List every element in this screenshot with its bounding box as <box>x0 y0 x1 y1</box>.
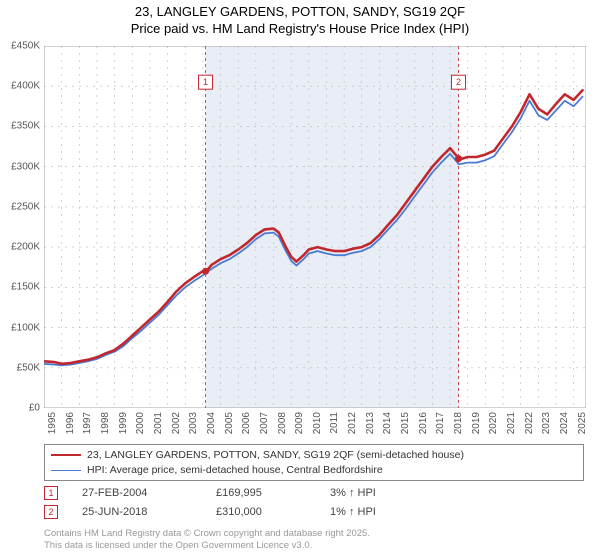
x-tick-label: 2016 <box>418 412 429 434</box>
x-tick-label: 2023 <box>541 412 552 434</box>
x-tick-label: 2009 <box>294 412 305 434</box>
x-tick-label: 2020 <box>488 412 499 434</box>
x-tick-label: 2007 <box>259 412 270 434</box>
x-tick-label: 2017 <box>435 412 446 434</box>
title-line-1: 23, LANGLEY GARDENS, POTTON, SANDY, SG19… <box>10 4 590 21</box>
marker-id-box: 1 <box>44 486 58 500</box>
x-tick-label: 1996 <box>65 412 76 434</box>
marker-delta: 3% ↑ HPI <box>330 484 450 503</box>
x-tick-label: 2013 <box>365 412 376 434</box>
marker-price: £169,995 <box>216 484 306 503</box>
x-tick-label: 2008 <box>277 412 288 434</box>
x-tick-label: 2000 <box>135 412 146 434</box>
x-tick-label: 2001 <box>153 412 164 434</box>
y-axis: £0£50K£100K£150K£200K£250K£300K£350K£400… <box>0 46 42 408</box>
y-tick-label: £400K <box>0 81 40 92</box>
attribution-line-2: This data is licensed under the Open Gov… <box>44 540 584 552</box>
attribution: Contains HM Land Registry data © Crown c… <box>44 528 584 552</box>
legend-label: 23, LANGLEY GARDENS, POTTON, SANDY, SG19… <box>87 448 464 463</box>
legend-row: HPI: Average price, semi-detached house,… <box>51 463 577 478</box>
marker-row: 2 25-JUN-2018 £310,000 1% ↑ HPI <box>44 503 584 522</box>
x-tick-label: 2005 <box>224 412 235 434</box>
marker-id-box: 2 <box>44 505 58 519</box>
x-tick-label: 2004 <box>206 412 217 434</box>
attribution-line-1: Contains HM Land Registry data © Crown c… <box>44 528 584 540</box>
legend-row: 23, LANGLEY GARDENS, POTTON, SANDY, SG19… <box>51 448 577 463</box>
x-axis: 1995 1996 1997 1998 1999 2000 2001 2002 2003 2004… <box>44 408 586 438</box>
x-tick-label: 1998 <box>100 412 111 434</box>
x-tick-label: 2011 <box>329 412 340 434</box>
marker-table: 1 27-FEB-2004 £169,995 3% ↑ HPI 2 25-JUN-2018… <box>44 484 584 521</box>
legend-swatch <box>51 454 81 456</box>
x-tick-label: 2022 <box>524 412 535 434</box>
x-tick-label: 2021 <box>506 412 517 434</box>
legend-swatch <box>51 470 81 471</box>
x-tick-label: 2024 <box>559 412 570 434</box>
x-tick-label: 1995 <box>47 412 58 434</box>
x-tick-label: 1997 <box>82 412 93 434</box>
y-tick-label: £200K <box>0 242 40 253</box>
marker-date: 25-JUN-2018 <box>82 503 192 522</box>
y-tick-label: £450K <box>0 41 40 52</box>
x-tick-label: 2014 <box>382 412 393 434</box>
chart-title: 23, LANGLEY GARDENS, POTTON, SANDY, SG19… <box>0 0 600 40</box>
y-tick-label: £0 <box>0 403 40 414</box>
y-tick-label: £350K <box>0 121 40 132</box>
marker-date: 27-FEB-2004 <box>82 484 192 503</box>
x-tick-label: 2025 <box>577 412 588 434</box>
x-tick-label: 2019 <box>471 412 482 434</box>
x-tick-label: 2010 <box>312 412 323 434</box>
y-tick-label: £250K <box>0 201 40 212</box>
svg-text:2: 2 <box>456 77 461 87</box>
marker-price: £310,000 <box>216 503 306 522</box>
legend-label: HPI: Average price, semi-detached house,… <box>87 463 383 478</box>
x-tick-label: 2012 <box>347 412 358 434</box>
y-tick-label: £50K <box>0 362 40 373</box>
svg-text:1: 1 <box>203 77 208 87</box>
legend: 23, LANGLEY GARDENS, POTTON, SANDY, SG19… <box>44 444 584 481</box>
marker-row: 1 27-FEB-2004 £169,995 3% ↑ HPI <box>44 484 584 503</box>
x-tick-label: 2006 <box>241 412 252 434</box>
title-line-2: Price paid vs. HM Land Registry's House … <box>10 21 590 38</box>
y-tick-label: £100K <box>0 322 40 333</box>
y-tick-label: £150K <box>0 282 40 293</box>
x-tick-label: 2002 <box>171 412 182 434</box>
x-tick-label: 2015 <box>400 412 411 434</box>
plot-svg: 12 <box>44 46 586 408</box>
plot-area: 12 <box>44 46 586 408</box>
y-tick-label: £300K <box>0 161 40 172</box>
x-tick-label: 2018 <box>453 412 464 434</box>
x-tick-label: 2003 <box>188 412 199 434</box>
x-tick-label: 1999 <box>118 412 129 434</box>
marker-delta: 1% ↑ HPI <box>330 503 450 522</box>
chart-container: 23, LANGLEY GARDENS, POTTON, SANDY, SG19… <box>0 0 600 560</box>
